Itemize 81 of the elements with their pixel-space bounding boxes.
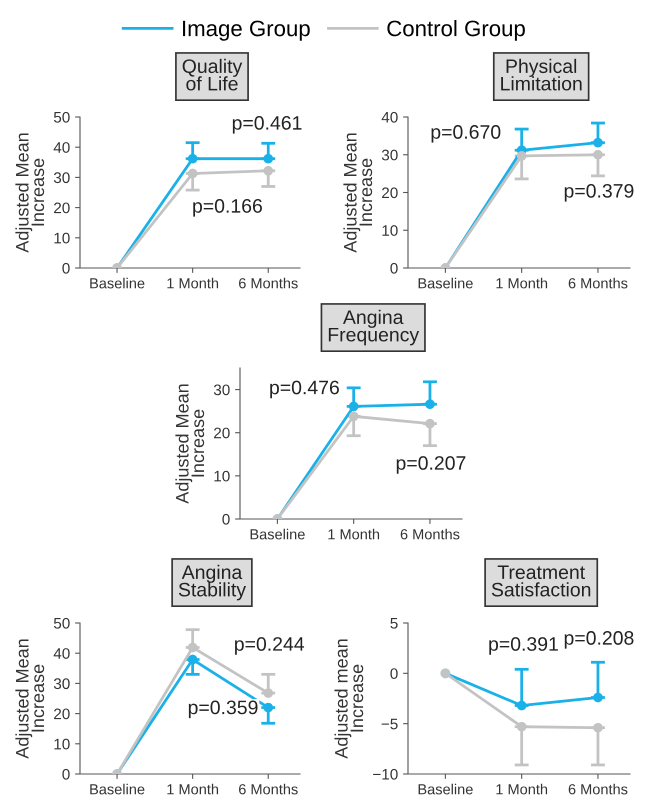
- y-axis-title: Adjusted Mean Increase: [175, 384, 204, 504]
- y-tick-label: 10: [54, 738, 70, 750]
- point: [348, 402, 359, 412]
- x-tick-label: 1 Month: [167, 784, 218, 794]
- y-tick-label: 50: [54, 618, 70, 629]
- y-tick-label: 30: [54, 678, 70, 690]
- y-tick-label: 0: [222, 514, 230, 525]
- point: [188, 168, 198, 178]
- annotation: p=0.670: [432, 125, 500, 143]
- y-tick-label: 30: [54, 172, 70, 184]
- y-tick-label: −10: [373, 768, 398, 780]
- x-tick-label: 6 Months: [400, 528, 460, 540]
- point: [516, 722, 527, 732]
- point: [593, 722, 603, 733]
- chart-title: Physical Limitation: [501, 58, 582, 91]
- x-tick-label: Baseline: [418, 278, 473, 288]
- point: [263, 702, 274, 712]
- annotation: p=0.391: [489, 637, 558, 655]
- legend-label: Image Group: [183, 20, 310, 41]
- y-tick-label: 0: [390, 262, 398, 274]
- y-tick-label: 20: [54, 202, 70, 214]
- chart-title: Quality of Life: [182, 58, 242, 91]
- point: [188, 642, 198, 652]
- y-axis-title: Adjusted mean Increase: [334, 639, 364, 759]
- y-tick-label: 10: [54, 232, 70, 244]
- y-tick-label: 20: [214, 428, 230, 438]
- y-tick-label: 20: [54, 708, 70, 720]
- chart-title: Angina Frequency: [328, 310, 420, 346]
- point: [593, 692, 603, 702]
- annotation: p=0.207: [396, 456, 466, 474]
- point: [516, 151, 527, 161]
- point: [263, 154, 274, 164]
- x-tick-label: 1 Month: [167, 278, 218, 288]
- point: [593, 150, 603, 160]
- x-tick-label: 1 Month: [328, 528, 380, 540]
- point: [593, 138, 603, 148]
- x-tick-label: 6 Months: [568, 278, 628, 288]
- point: [348, 411, 359, 422]
- x-tick-label: Baseline: [250, 528, 305, 540]
- point: [263, 166, 274, 176]
- y-tick-label: 40: [54, 142, 70, 153]
- chart-title: Treatment Satisfaction: [492, 566, 590, 597]
- x-tick-label: 6 Months: [239, 784, 298, 794]
- x-tick-label: 1 Month: [496, 278, 548, 288]
- x-tick-label: 6 Months: [568, 784, 628, 794]
- point: [516, 700, 527, 710]
- y-axis-title: Adjusted Mean Increase: [343, 133, 372, 253]
- annotation: p=0.359: [188, 700, 258, 718]
- x-tick-label: 6 Months: [239, 278, 298, 288]
- annotation: p=0.379: [564, 184, 634, 202]
- y-tick-label: −5: [382, 718, 398, 730]
- y-tick-label: 10: [382, 225, 398, 236]
- y-tick-label: 40: [54, 648, 70, 659]
- y-tick-label: 0: [62, 262, 70, 274]
- point: [425, 399, 435, 410]
- x-tick-label: Baseline: [90, 784, 144, 794]
- y-axis-title: Adjusted Mean Increase: [15, 133, 44, 253]
- x-tick-label: Baseline: [90, 278, 144, 288]
- annotation: p=0.166: [193, 199, 262, 217]
- annotation: p=0.476: [270, 380, 339, 398]
- y-tick-label: 40: [382, 112, 398, 123]
- y-tick-label: 50: [54, 112, 70, 123]
- y-tick-label: 30: [382, 150, 398, 160]
- x-tick-label: 1 Month: [496, 784, 548, 794]
- annotation: p=0.461: [232, 116, 302, 134]
- point: [188, 154, 198, 164]
- annotation: p=0.244: [235, 637, 304, 655]
- y-tick-label: 30: [214, 384, 230, 396]
- y-tick-label: 0: [62, 768, 70, 780]
- y-tick-label: 0: [390, 668, 398, 680]
- point: [425, 418, 435, 429]
- y-tick-label: 20: [382, 187, 398, 198]
- annotation: p=0.208: [564, 631, 634, 649]
- y-tick-label: 5: [390, 618, 398, 629]
- x-tick-label: Baseline: [418, 784, 473, 794]
- chart-title: Angina Stability: [178, 564, 246, 600]
- y-axis-title: Adjusted Mean Increase: [15, 639, 44, 759]
- point: [188, 654, 198, 664]
- y-tick-label: 10: [214, 470, 230, 482]
- legend-label: Control Group: [387, 20, 525, 41]
- point: [263, 688, 274, 698]
